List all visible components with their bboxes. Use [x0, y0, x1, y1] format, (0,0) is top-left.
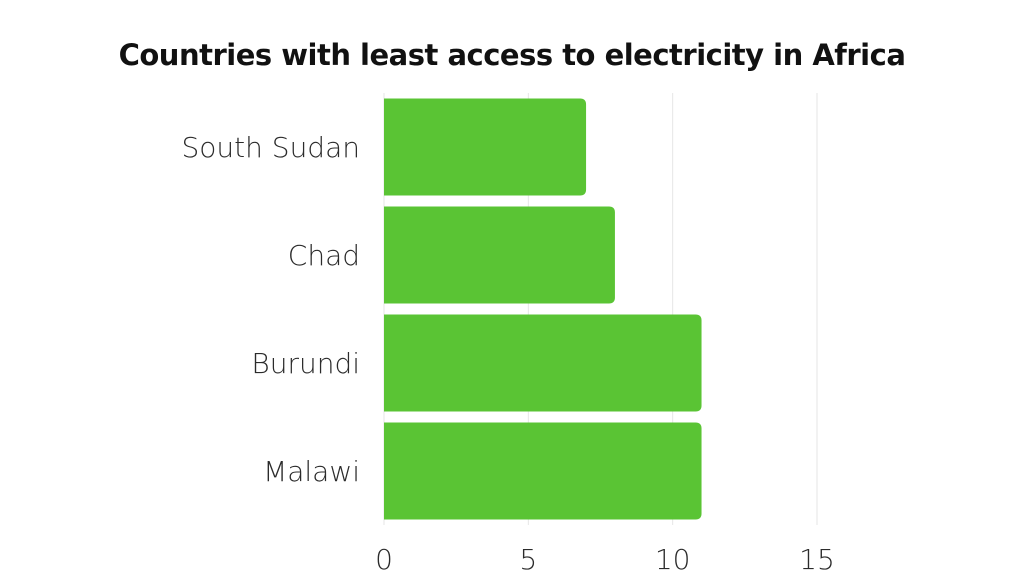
x-tick-label: 15	[799, 543, 835, 576]
bar	[384, 98, 587, 196]
chart-title: Countries with least access to electrici…	[118, 38, 906, 72]
x-tick-label: 10	[655, 543, 691, 576]
category-label: Malawi	[263, 455, 360, 488]
bar	[384, 206, 615, 304]
category-label: Burundi	[251, 347, 360, 380]
bar	[384, 422, 702, 520]
bar	[384, 314, 702, 412]
x-tick-labels: 0 5 10 15	[375, 543, 835, 576]
x-tick-label: 5	[519, 543, 537, 576]
x-tick-label: 0	[375, 543, 393, 576]
category-label: Chad	[288, 239, 360, 272]
category-labels: South Sudan Chad Burundi Malawi	[182, 131, 360, 488]
category-label: South Sudan	[182, 131, 360, 164]
bars	[384, 98, 702, 520]
